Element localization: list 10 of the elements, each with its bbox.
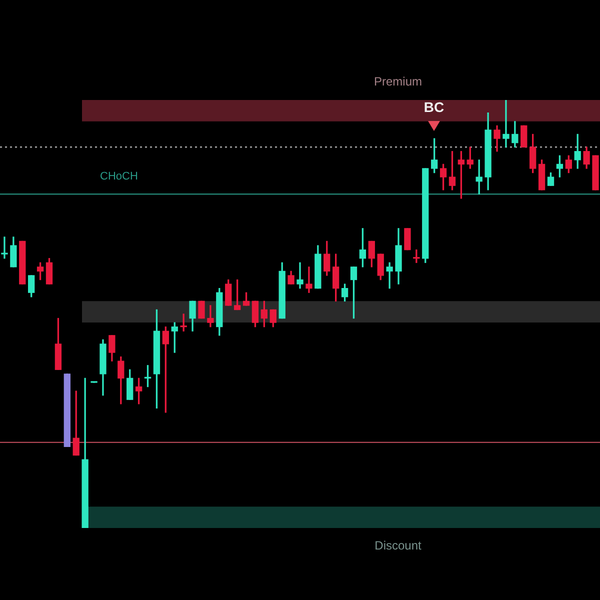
band-label: Premium: [374, 74, 422, 88]
candlestick: [386, 262, 393, 289]
candlestick: [306, 266, 312, 293]
annotation: BC: [424, 98, 444, 115]
band-label: Discount: [374, 538, 422, 552]
candlestick: [502, 100, 510, 148]
candlestick: [1, 236, 8, 259]
candlestick: [207, 305, 214, 328]
ref-line-label: CHoCH: [100, 170, 138, 183]
candlestick: [296, 262, 304, 289]
